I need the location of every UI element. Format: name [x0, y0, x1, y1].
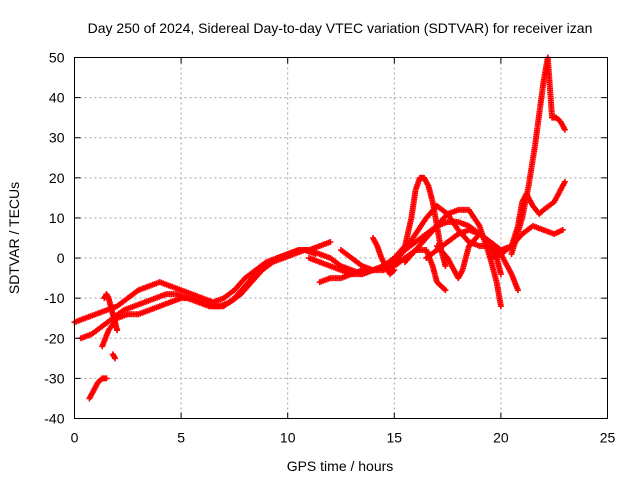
series-arc16	[508, 54, 568, 258]
plot-frame	[74, 57, 608, 419]
data-point-arc15	[559, 226, 566, 233]
series-arc11	[369, 235, 398, 278]
data-point-arc5	[114, 327, 121, 334]
series-arc15	[487, 222, 566, 262]
data-point-arc16	[561, 126, 568, 133]
x-tick-label: 0	[71, 430, 79, 446]
data-point-arc1	[327, 239, 334, 246]
data-point-arc11	[391, 267, 398, 274]
data-point-arc7	[442, 263, 449, 270]
tick-layer: 0 5 10 15 20 25 -40 -30 -20 -10 0 10 20 30 40 50	[44, 50, 615, 446]
chart-title: Day 250 of 2024, Sidereal Day-to-day VTE…	[88, 20, 593, 36]
x-tick-label: 25	[600, 430, 616, 446]
data-point-arc8	[497, 271, 504, 278]
y-tick-label: 20	[49, 170, 65, 186]
data-point-arc14	[561, 178, 568, 185]
x-axis-label: GPS time / hours	[287, 458, 394, 474]
series-arc5	[101, 291, 121, 334]
y-tick-label: 0	[57, 250, 65, 266]
y-tick-label: 30	[49, 130, 65, 146]
y-tick-label: 10	[49, 210, 65, 226]
series-arc6	[109, 351, 119, 362]
y-tick-label: -40	[44, 411, 64, 427]
data-point-arc13	[514, 287, 521, 294]
series-arc4	[86, 375, 110, 402]
data-point-arc6	[112, 355, 119, 362]
grid-layer	[74, 57, 608, 419]
y-tick-label: 40	[49, 90, 65, 106]
y-tick-label: 50	[49, 50, 65, 66]
y-axis-label: SDTVAR / TECUs	[6, 182, 22, 294]
x-tick-label: 5	[177, 430, 185, 446]
data-point-arc4	[103, 375, 110, 382]
x-tick-label: 20	[493, 430, 509, 446]
data-point-arc9	[442, 287, 449, 294]
data-point-arc12	[497, 303, 504, 310]
y-tick-label: -30	[44, 370, 64, 386]
data-layer	[71, 54, 568, 402]
y-tick-label: -20	[44, 330, 64, 346]
y-tick-label: -10	[44, 290, 64, 306]
x-tick-label: 10	[280, 430, 296, 446]
x-tick-label: 15	[387, 430, 403, 446]
series-arc3	[99, 271, 259, 350]
